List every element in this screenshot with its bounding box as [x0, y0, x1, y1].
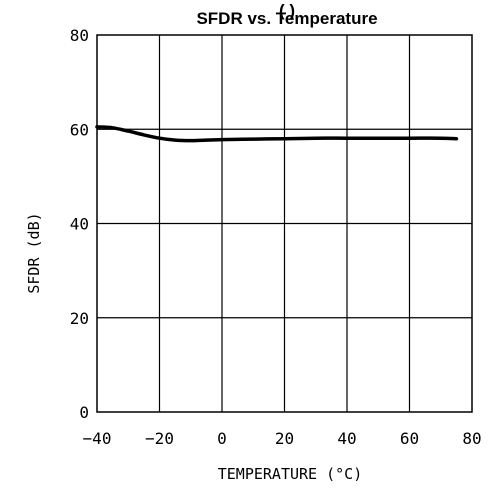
x-tick-label: 60: [400, 429, 419, 448]
x-tick-label: 40: [337, 429, 356, 448]
x-tick-label: 80: [462, 429, 481, 448]
y-tick-label: 20: [70, 309, 89, 328]
x-tick-labels: −40 −20 0 20 40 60 80: [83, 429, 482, 448]
y-tick-label: 0: [79, 403, 89, 422]
x-tick-label: −20: [145, 429, 174, 448]
y-tick-label: 60: [70, 120, 89, 139]
x-tick-label: 20: [275, 429, 294, 448]
grid-lines: [97, 35, 472, 412]
y-tick-label: 40: [70, 215, 89, 234]
y-axis-label: SFDR (dB): [25, 212, 43, 293]
chart-title-partial: ( ): [279, 1, 295, 20]
chart-title: SFDR vs. Temperature: [196, 9, 377, 28]
sfdr-series-line: [95, 125, 459, 143]
y-tick-label: 80: [70, 26, 89, 45]
y-tick-labels: 0 20 40 60 80: [70, 26, 89, 422]
x-tick-label: 0: [217, 429, 227, 448]
plot-frame: [96, 34, 473, 413]
x-tick-label: −40: [83, 429, 112, 448]
x-axis-label: TEMPERATURE (°C): [218, 465, 363, 483]
